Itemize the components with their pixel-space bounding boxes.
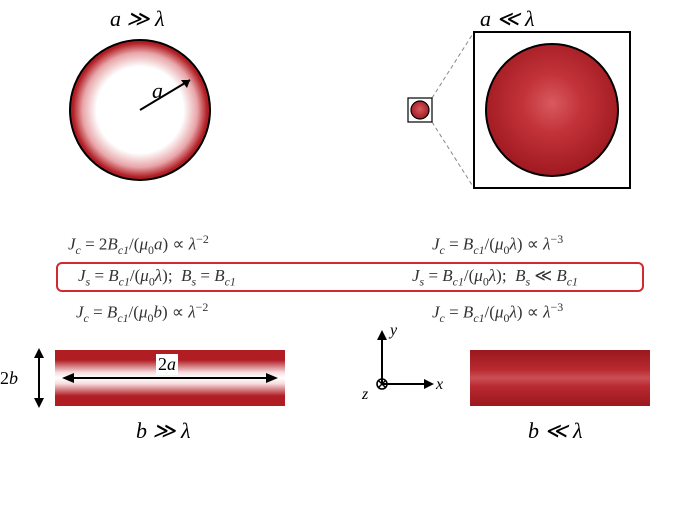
title-top-left: a ≫ λ xyxy=(110,6,165,32)
eq-jc-top-left: Jc = 2Bc1/(μ0a) ∝ λ−2 xyxy=(68,232,209,258)
eq-js-left: Js = Bc1/(μ0λ); Bs = Bc1 xyxy=(78,266,236,289)
axis-z-label: z xyxy=(362,386,368,404)
label-2a: 2a xyxy=(156,354,178,375)
axis-x-label: x xyxy=(436,376,443,394)
dim-2b xyxy=(24,346,54,410)
axis-y-label: y xyxy=(390,322,397,340)
slab-right xyxy=(470,350,650,406)
eq-jc-bot-right: Jc = Bc1/(μ0λ) ∝ λ−3 xyxy=(432,300,563,326)
eq-jc-bot-left: Jc = Bc1/(μ0b) ∝ λ−2 xyxy=(76,300,208,326)
radius-label: a xyxy=(152,78,163,104)
zoom-diagram xyxy=(398,22,644,198)
circle-left xyxy=(68,38,212,182)
eq-js-right: Js = Bc1/(μ0λ); Bs ≪ Bc1 xyxy=(412,266,578,289)
title-bot-left: b ≫ λ xyxy=(136,418,191,444)
label-2b: 2b xyxy=(0,368,18,389)
eq-jc-top-right: Jc = Bc1/(μ0λ) ∝ λ−3 xyxy=(432,232,563,258)
title-bot-right: b ≪ λ xyxy=(528,418,583,444)
